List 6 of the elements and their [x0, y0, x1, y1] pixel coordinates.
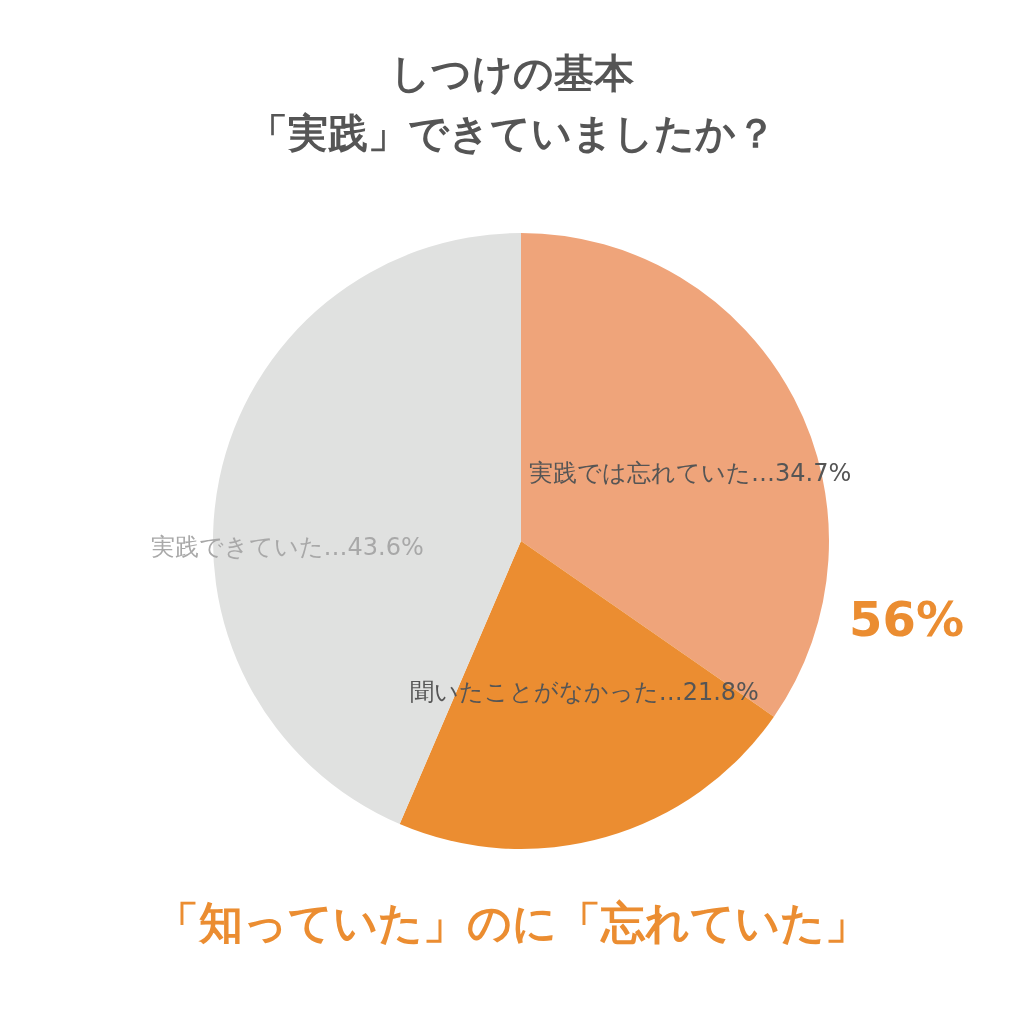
slice-label: 実践できていた…43.6%: [150, 533, 424, 562]
text: 56%: [849, 591, 964, 647]
slice-label: 聞いたことがなかった…21.8%: [409, 677, 759, 706]
chart-subtitle: 「実践」できていましたか？: [248, 110, 776, 156]
chart-title: しつけの基本: [390, 50, 634, 96]
text: 「知っていた」のに「忘れていた」: [155, 896, 869, 948]
